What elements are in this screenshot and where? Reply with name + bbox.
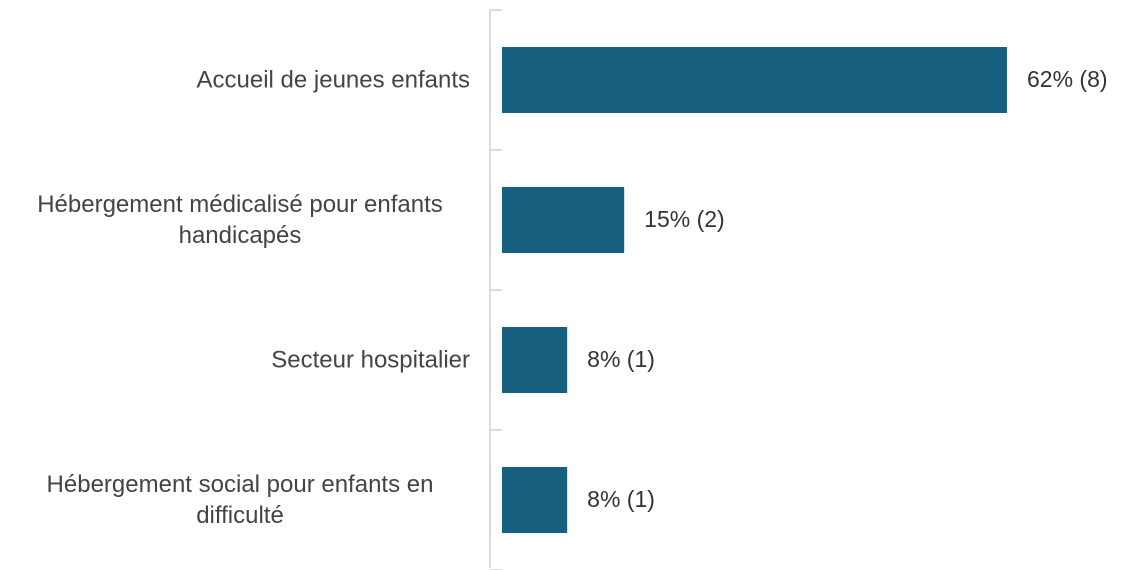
- bar: [502, 327, 568, 393]
- category-label-box: Hébergement médicalisé pour enfants hand…: [10, 189, 470, 251]
- category-label: Accueil de jeunes enfants: [196, 66, 470, 94]
- category-label: Hébergement médicalisé pour enfants hand…: [37, 190, 443, 249]
- category-label-box: Hébergement social pour enfants en diffi…: [10, 469, 470, 531]
- value-label: 8% (1): [587, 346, 655, 372]
- category-label: Secteur hospitalier: [271, 346, 470, 374]
- value-label: 15% (2): [644, 206, 725, 232]
- bar: [502, 467, 568, 533]
- category-label-box: Accueil de jeunes enfants: [10, 64, 470, 95]
- bar: [502, 47, 1007, 113]
- bar: [502, 187, 625, 253]
- value-label: 8% (1): [587, 486, 655, 512]
- category-label: Hébergement social pour enfants en diffi…: [46, 470, 434, 529]
- value-label: 62% (8): [1027, 66, 1108, 92]
- category-label-box: Secteur hospitalier: [10, 344, 470, 375]
